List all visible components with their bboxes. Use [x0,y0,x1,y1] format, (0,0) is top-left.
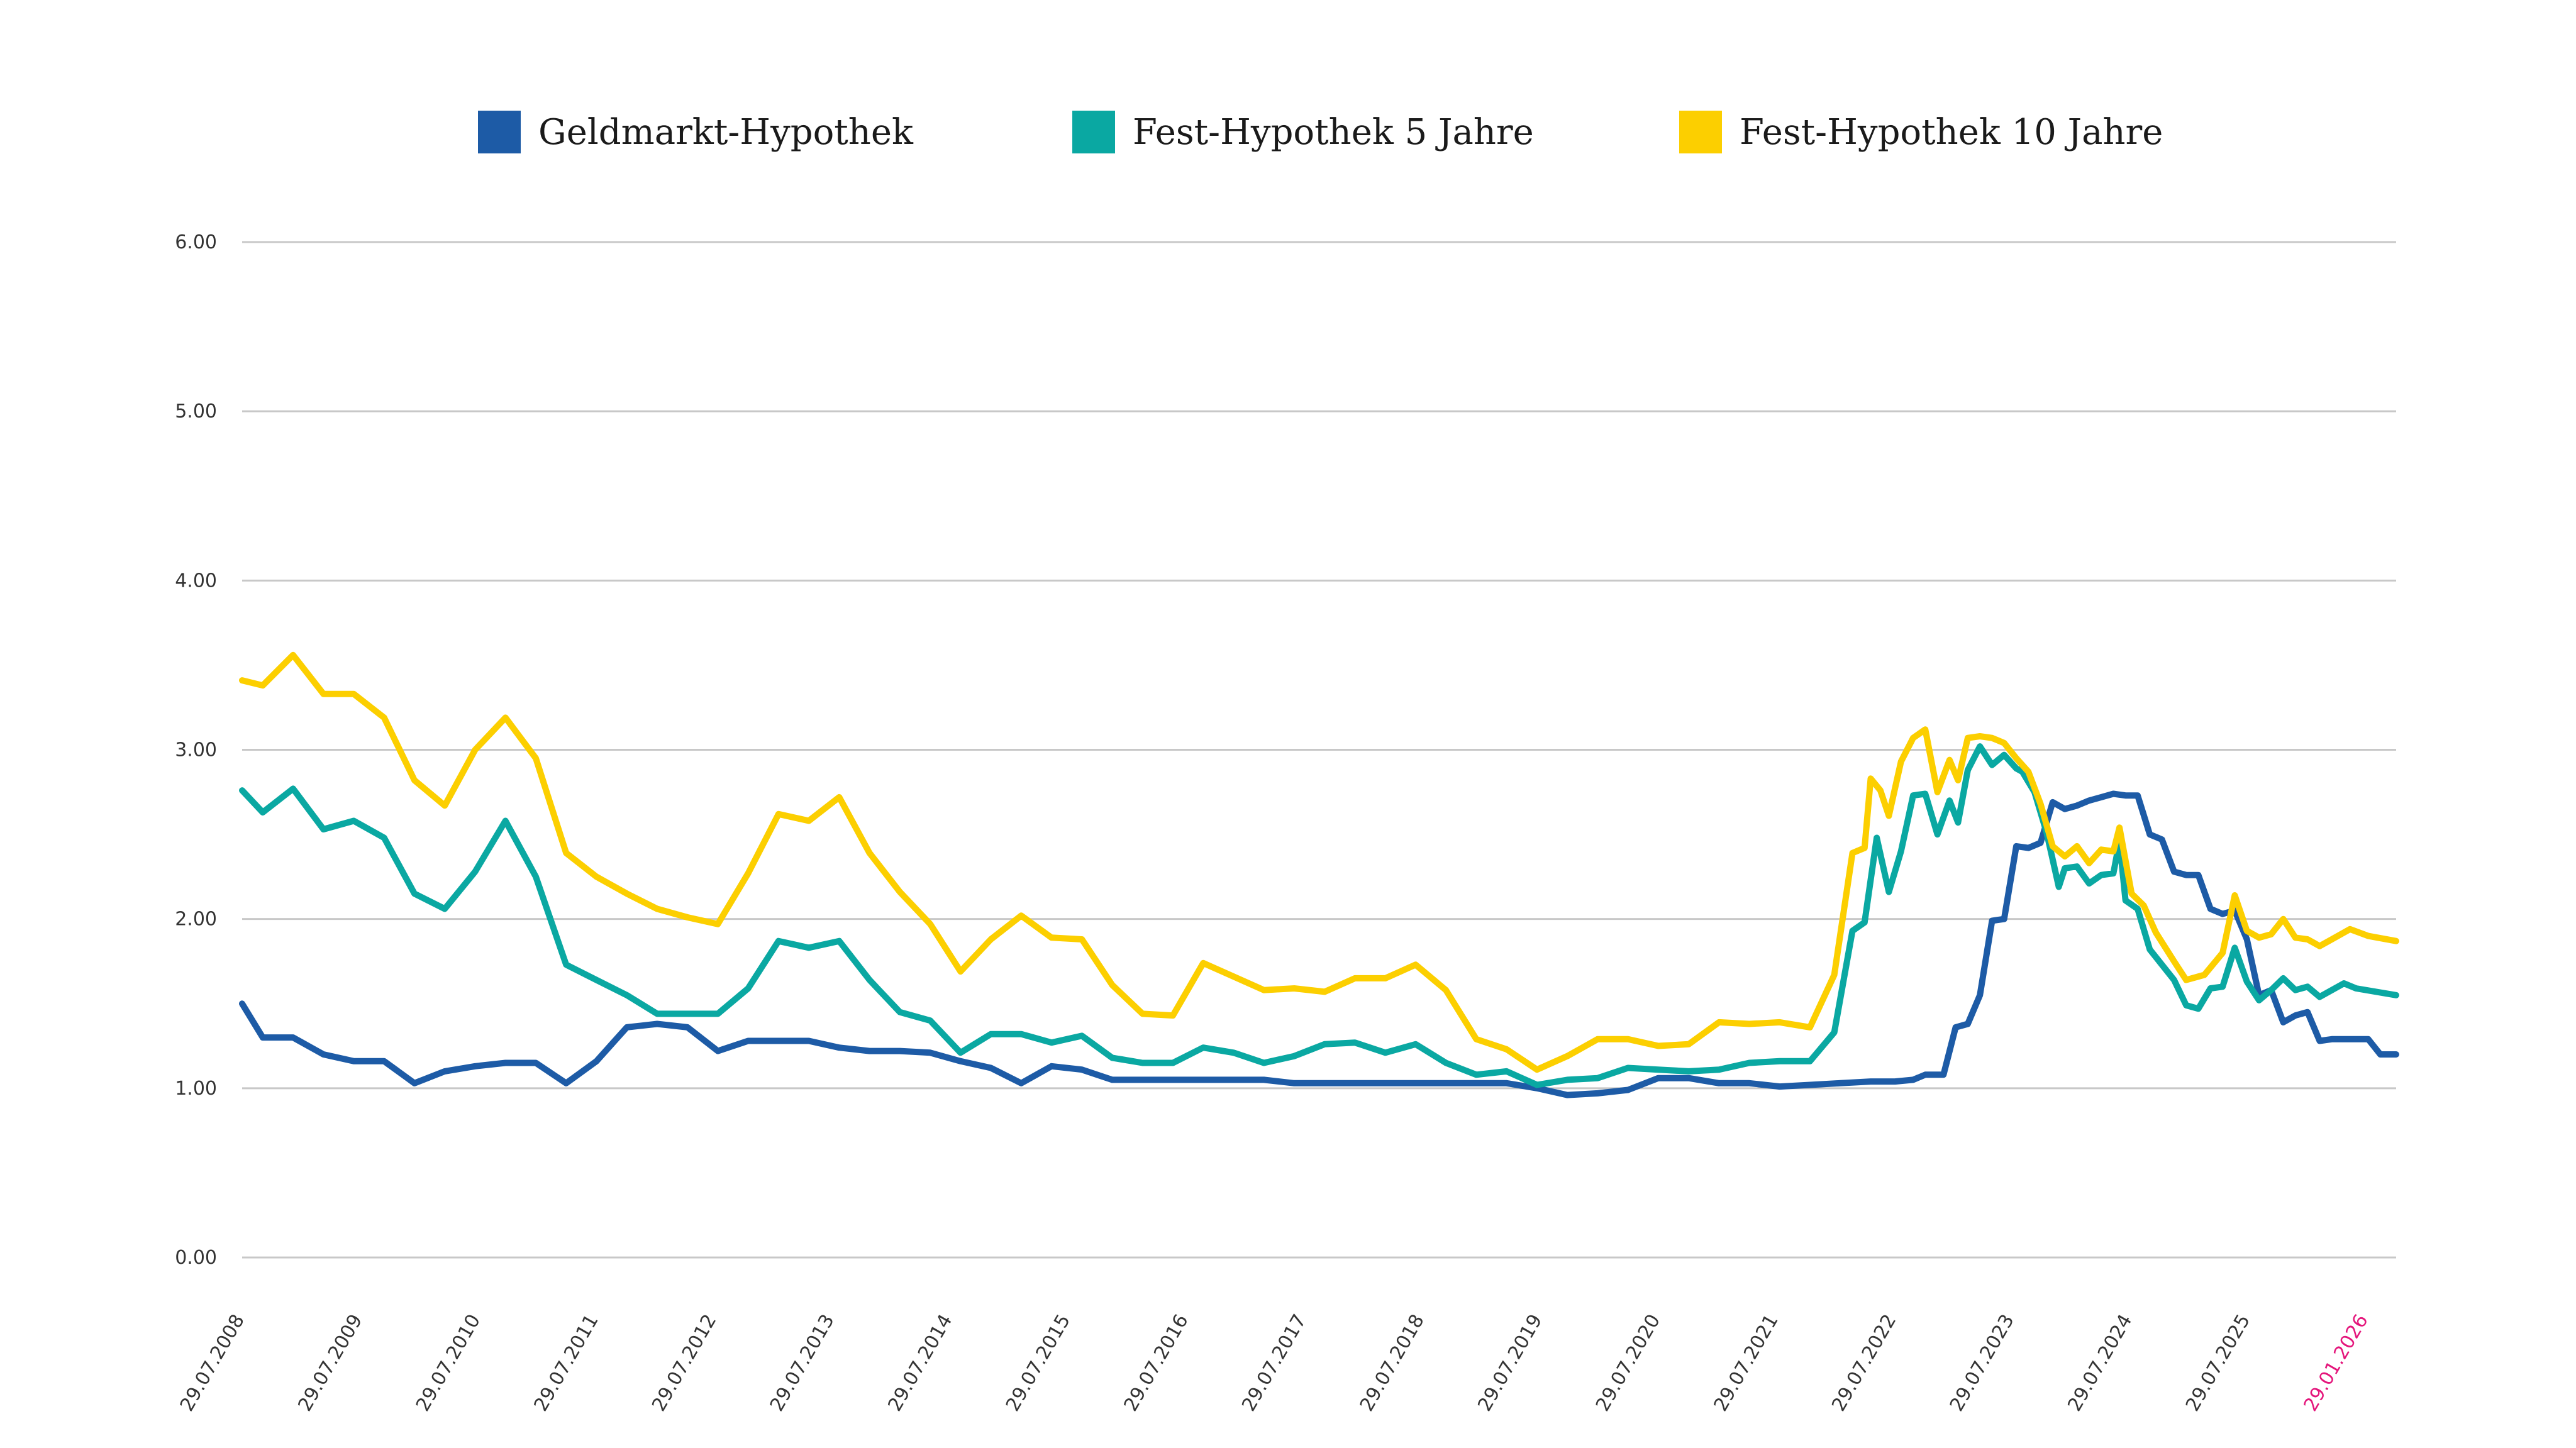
series-line-fest10 [239,651,2399,1073]
x-tick-label: 29.07.2016 [1120,1311,1193,1415]
series-line-geldmarkt [239,790,2399,1098]
legend-swatch-fest10 [1679,111,1722,153]
x-tick-label: 29.07.2021 [1709,1311,1782,1415]
series-lines [239,651,2399,1098]
legend-label: Geldmarkt-Hypothek [538,111,913,153]
legend-item-fest5[interactable]: Fest-Hypothek 5 Jahre [1072,101,1534,163]
x-tick-label: 29.07.2019 [1474,1311,1546,1415]
y-tick-label: 3.00 [175,739,217,761]
gridlines [242,241,2396,1259]
x-tick-label: 29.07.2024 [2063,1311,2136,1415]
x-tick-label: 29.07.2025 [2182,1311,2255,1415]
legend-item-geldmarkt[interactable]: Geldmarkt-Hypothek [478,101,913,163]
x-tick-label: 29.07.2017 [1238,1311,1311,1415]
x-tick-label: 29.07.2009 [294,1311,367,1415]
x-axis-ticks: 29.07.2008 29.07.2009 29.07.2010 29.07.2011… [176,1311,2373,1415]
legend-swatch-fest5 [1072,111,1115,153]
y-tick-label: 5.00 [175,401,217,423]
x-tick-label: 29.07.2010 [412,1311,485,1415]
x-tick-label: 29.07.2011 [530,1311,603,1415]
legend-item-fest10[interactable]: Fest-Hypothek 10 Jahre [1679,101,2163,163]
x-tick-label: 29.07.2008 [176,1311,249,1415]
series-line-fest5 [239,743,2399,1088]
x-tick-label: 29.07.2012 [648,1311,721,1415]
chart-legend: Geldmarkt-Hypothek Fest-Hypothek 5 Jahre… [0,101,2576,163]
y-tick-label: 4.00 [175,570,217,592]
x-tick-label: 29.07.2015 [1002,1311,1075,1415]
y-tick-label: 2.00 [175,909,217,931]
y-tick-label: 0.00 [175,1247,217,1269]
x-tick-label: 29.07.2013 [766,1311,839,1415]
legend-label: Fest-Hypothek 10 Jahre [1740,111,2163,153]
x-tick-label: 29.07.2014 [884,1311,957,1415]
y-axis-ticks: 0.00 1.00 2.00 3.00 4.00 5.00 6.00 [175,231,217,1269]
y-tick-label: 1.00 [175,1078,217,1100]
x-tick-label: 29.07.2023 [1946,1311,2019,1415]
x-tick-label-current: 29.01.2026 [2299,1311,2372,1415]
x-tick-label: 29.07.2018 [1356,1311,1429,1415]
y-tick-label: 6.00 [175,231,217,253]
legend-swatch-geldmarkt [478,111,521,153]
x-tick-label: 29.07.2022 [1828,1311,1901,1415]
legend-label: Fest-Hypothek 5 Jahre [1133,111,1534,153]
x-tick-label: 29.07.2020 [1592,1311,1665,1415]
